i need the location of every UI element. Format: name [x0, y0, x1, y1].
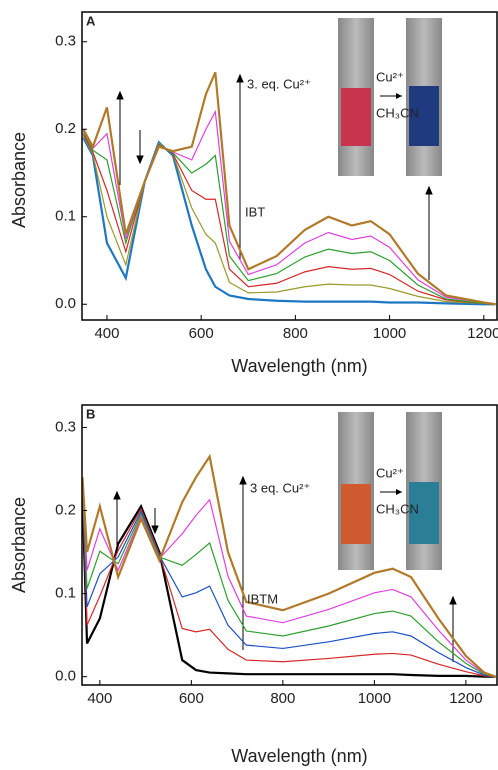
reagent-label: 3 eq. Cu²⁺: [250, 480, 310, 495]
x-tick-label: 1200: [449, 690, 482, 707]
x-tick-label: 400: [94, 325, 119, 342]
x-tick-label: 800: [270, 690, 295, 707]
inset-top: Cu²⁺: [376, 69, 404, 84]
inset-bottom: CH₃CN: [376, 501, 419, 516]
compound-label: IBT: [245, 204, 265, 219]
reagent-label: 3. eq. Cu²⁺: [247, 76, 311, 91]
y-tick-label: 0.0: [55, 295, 76, 312]
panel-label: B: [86, 406, 95, 421]
inset-top: Cu²⁺: [376, 465, 404, 480]
y-tick-label: 0.2: [55, 501, 76, 518]
spectrum-line: [82, 453, 497, 678]
y-tick-label: 0.2: [55, 120, 76, 137]
x-tick-label: 1000: [358, 690, 391, 707]
spectrum-line: [82, 135, 496, 305]
y-tick-label: 0.3: [55, 33, 76, 50]
spectrum-line: [82, 493, 496, 678]
y-tick-label: 0.1: [55, 208, 76, 225]
y-axis-label: Absorbance: [9, 497, 29, 593]
spectrum-line: [82, 487, 496, 678]
y-tick-label: 0.3: [55, 418, 76, 435]
spectrum-line: [82, 490, 496, 678]
y-axis-label: Absorbance: [9, 132, 29, 228]
x-tick-label: 800: [283, 325, 308, 342]
x-tick-label: 1200: [467, 325, 498, 342]
inset-a: [338, 18, 442, 176]
spectrum-line: [82, 480, 496, 678]
compound-label: IBTM: [247, 591, 278, 606]
spectrum-line: [82, 137, 496, 306]
inset-bottom: CH₃CN: [376, 105, 419, 120]
x-tick-label: 400: [87, 690, 112, 707]
y-tick-label: 0.1: [55, 585, 76, 602]
x-tick-label: 600: [179, 690, 204, 707]
y-tick-label: 0.0: [55, 668, 76, 685]
panel-label: A: [86, 13, 96, 28]
spectrum-line: [82, 134, 496, 305]
arrows: [113, 73, 457, 662]
inset-b: [338, 412, 442, 570]
x-tick-label: 1000: [373, 325, 406, 342]
x-axis-label: Wavelength (nm): [231, 746, 367, 766]
spectrum-line: [82, 483, 496, 678]
plot-frame: [81, 404, 498, 686]
x-axis-label: Wavelength (nm): [231, 356, 367, 376]
x-tick-label: 600: [189, 325, 214, 342]
plot-frame: [81, 11, 498, 321]
spectrum-line: [82, 71, 496, 306]
spectrum-line: [82, 132, 496, 305]
